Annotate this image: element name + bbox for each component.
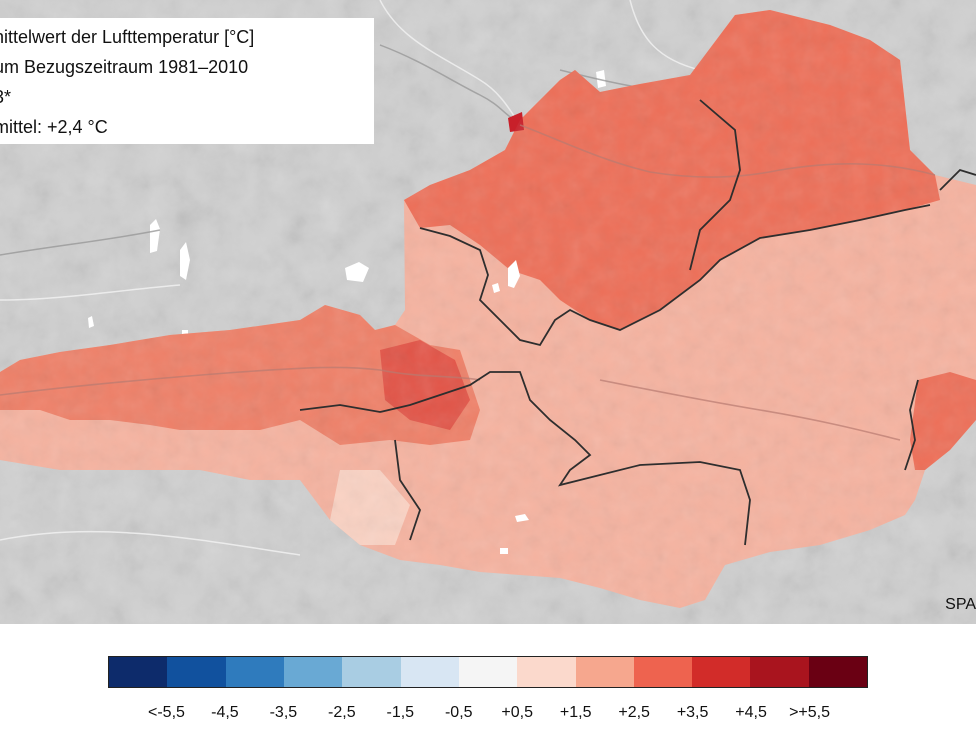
legend-swatch — [167, 657, 226, 687]
legend-swatch — [750, 657, 809, 687]
legend-swatch — [517, 657, 576, 687]
lake — [492, 283, 500, 293]
lake — [508, 260, 520, 288]
legend-swatch — [283, 657, 343, 687]
legend-label: -1,5 — [386, 704, 415, 721]
rivers — [0, 124, 936, 441]
info-line-year: 3* — [0, 87, 12, 107]
legend-label: +4,5 — [735, 704, 767, 721]
legend-label: +2,5 — [618, 704, 650, 721]
legend-label: +0,5 — [501, 704, 534, 721]
color-legend: <-5,5 -4,5 -3,5 -2,5 -1,5 -0,5 +0,5 +1,5 +2,5 +3,… — [108, 656, 868, 721]
legend-labels: <-5,5 -4,5 -3,5 -2,5 -1,5 -0,5 +0,5 +1,5 +2,5 +3,… — [108, 704, 868, 726]
lake — [596, 70, 606, 88]
lake — [345, 262, 369, 282]
legend-swatch — [575, 657, 634, 687]
info-line-reference: um Bezugszeitraum 1981–2010 — [0, 57, 249, 77]
legend-swatch — [692, 657, 751, 687]
legend-swatch — [225, 657, 284, 687]
info-line-mean: mittel: +2,4 °C — [0, 117, 108, 137]
lake — [500, 548, 508, 554]
info-line-title: nittelwert der Lufttemperatur [°C] — [0, 27, 255, 47]
lake — [515, 514, 529, 522]
legend-label: -4,5 — [211, 704, 239, 721]
legend-label: +3,5 — [676, 704, 709, 721]
legend-swatch — [633, 657, 693, 687]
state-borders — [299, 99, 976, 546]
legend-label: -3,5 — [269, 704, 298, 721]
legend-swatch — [109, 657, 168, 687]
lake — [88, 316, 94, 328]
legend-label: -2,5 — [328, 704, 356, 721]
legend-swatch — [342, 657, 401, 687]
legend-swatch — [400, 657, 459, 687]
legend-swatch — [808, 657, 868, 687]
map-info-box: nittelwert der Lufttemperatur [°C] um Be… — [0, 18, 374, 144]
credit-label: SPA — [945, 596, 976, 613]
legend-swatch — [458, 657, 518, 687]
temperature-anomaly-map[interactable]: nittelwert der Lufttemperatur [°C] um Be… — [0, 0, 976, 624]
legend-label: +1,5 — [559, 704, 592, 721]
legend-color-bar — [108, 656, 868, 688]
map-canvas — [0, 0, 976, 624]
legend-label: <-5,5 — [147, 704, 185, 721]
lake — [150, 219, 160, 253]
legend-label: -0,5 — [444, 704, 473, 721]
lake — [180, 242, 190, 280]
legend-label: >+5,5 — [789, 704, 830, 721]
outer-borders — [0, 0, 701, 556]
